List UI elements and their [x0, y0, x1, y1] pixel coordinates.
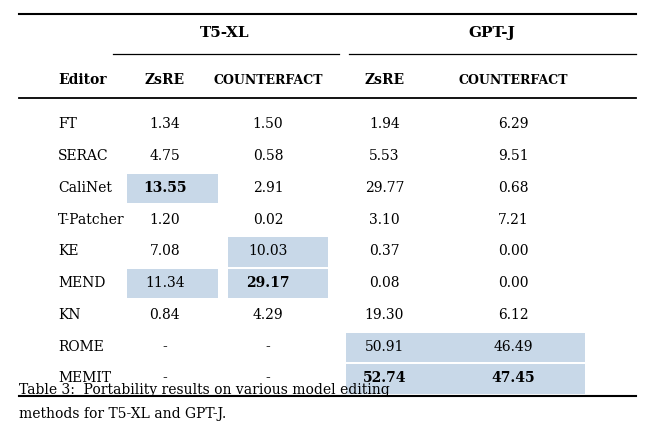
Text: -: - [162, 371, 167, 385]
Text: 1.34: 1.34 [149, 117, 180, 131]
Text: methods for T5-XL and GPT-J.: methods for T5-XL and GPT-J. [19, 407, 227, 421]
Text: 0.68: 0.68 [498, 181, 529, 195]
Text: MEND: MEND [58, 276, 105, 290]
Text: 4.29: 4.29 [253, 308, 284, 322]
Text: FT: FT [58, 117, 77, 131]
Text: KE: KE [58, 244, 79, 258]
Text: 47.45: 47.45 [492, 371, 536, 385]
Text: 0.37: 0.37 [369, 244, 400, 258]
Text: -: - [162, 340, 167, 354]
Text: MEMIT: MEMIT [58, 371, 111, 385]
Text: KN: KN [58, 308, 81, 322]
Text: 5.53: 5.53 [369, 149, 400, 163]
Text: 6.29: 6.29 [498, 117, 529, 131]
Text: GPT-J: GPT-J [469, 26, 516, 40]
Text: 0.00: 0.00 [498, 244, 529, 258]
Text: 0.08: 0.08 [369, 276, 400, 290]
Text: 29.17: 29.17 [246, 276, 290, 290]
Text: 2.91: 2.91 [253, 181, 284, 195]
Text: COUNTERFACT: COUNTERFACT [213, 74, 323, 87]
Text: 52.74: 52.74 [362, 371, 406, 385]
Text: 3.10: 3.10 [369, 213, 400, 227]
Text: CaliNet: CaliNet [58, 181, 112, 195]
Text: ZsRE: ZsRE [364, 73, 404, 87]
Text: 9.51: 9.51 [498, 149, 529, 163]
Text: 10.03: 10.03 [249, 244, 287, 258]
Text: SERAC: SERAC [58, 149, 109, 163]
Text: 7.21: 7.21 [498, 213, 529, 227]
Text: 50.91: 50.91 [365, 340, 404, 354]
Text: 6.12: 6.12 [498, 308, 529, 322]
Text: Table 3:  Portability results on various model editing: Table 3: Portability results on various … [19, 383, 390, 397]
Text: 46.49: 46.49 [494, 340, 534, 354]
Text: 0.84: 0.84 [149, 308, 180, 322]
Text: 13.55: 13.55 [143, 181, 187, 195]
Text: ROME: ROME [58, 340, 104, 354]
Text: ZsRE: ZsRE [145, 73, 185, 87]
Text: -: - [266, 340, 271, 354]
Text: 19.30: 19.30 [365, 308, 404, 322]
Text: 7.08: 7.08 [149, 244, 180, 258]
Text: 1.50: 1.50 [253, 117, 284, 131]
Text: 4.75: 4.75 [149, 149, 180, 163]
Text: 29.77: 29.77 [364, 181, 404, 195]
Text: 0.02: 0.02 [253, 213, 284, 227]
Text: T-Patcher: T-Patcher [58, 213, 125, 227]
Text: COUNTERFACT: COUNTERFACT [459, 74, 568, 87]
Text: 1.20: 1.20 [149, 213, 180, 227]
Text: 0.58: 0.58 [253, 149, 284, 163]
Text: Editor: Editor [58, 73, 107, 87]
Text: -: - [266, 371, 271, 385]
Text: 11.34: 11.34 [145, 276, 185, 290]
Text: 0.00: 0.00 [498, 276, 529, 290]
Text: 1.94: 1.94 [369, 117, 400, 131]
Text: T5-XL: T5-XL [200, 26, 249, 40]
